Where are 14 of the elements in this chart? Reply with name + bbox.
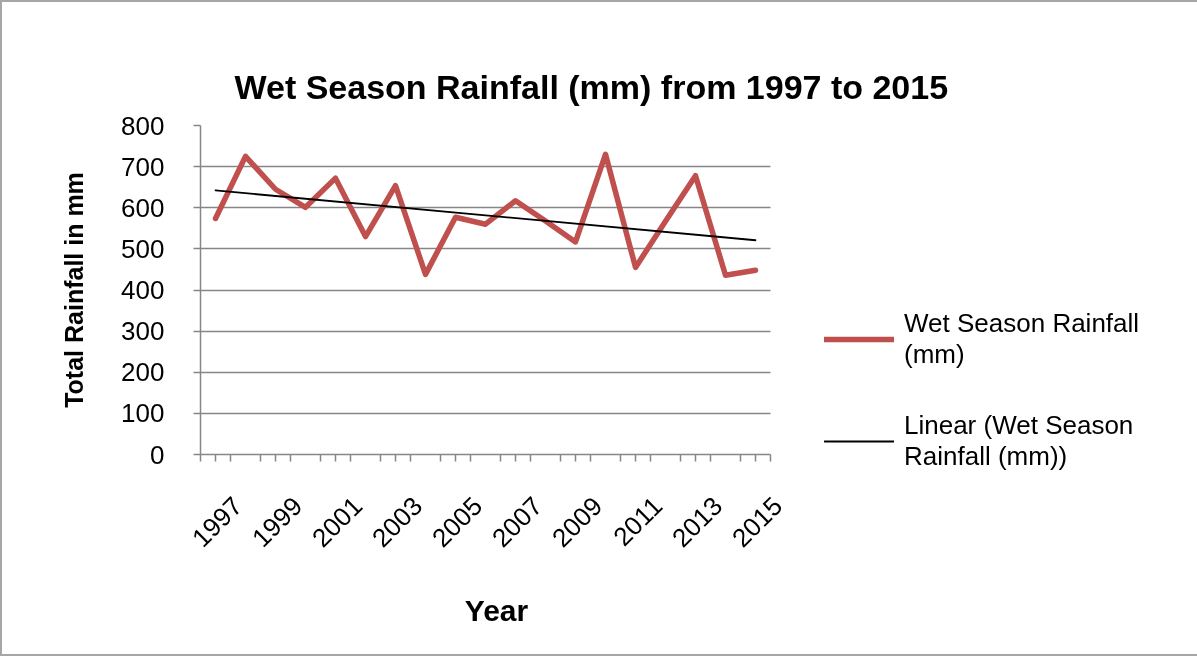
y-tick-label: 800 xyxy=(121,110,165,141)
y-tick-label: 200 xyxy=(121,357,165,388)
y-tick-label: 100 xyxy=(121,398,165,429)
x-axis-title: Year xyxy=(464,594,529,628)
y-tick-label: 600 xyxy=(121,192,165,223)
y-tick-label: 300 xyxy=(121,316,165,347)
y-tick-label: 400 xyxy=(121,275,165,305)
y-tick-label: 500 xyxy=(121,233,165,264)
y-tick-label: 700 xyxy=(121,151,165,182)
chart-title: Wet Season Rainfall (mm) from 1997 to 2015 xyxy=(234,67,949,106)
y-tick-label: 0 xyxy=(150,439,165,470)
legend-label: Linear (Wet Season Rainfall (mm)) xyxy=(904,410,1134,472)
legend-label: Wet Season Rainfall (mm) xyxy=(904,308,1140,370)
y-axis-title: Total Rainfall in mm xyxy=(60,172,89,408)
